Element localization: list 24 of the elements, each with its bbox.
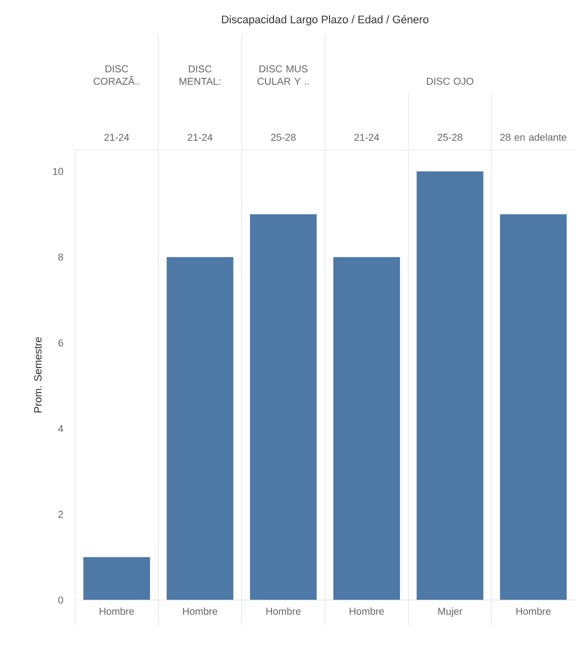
text: 25-28 xyxy=(271,134,296,141)
text: 21-24 xyxy=(354,134,380,141)
x-tick-label: Hombre xyxy=(350,608,384,615)
y-tick-label: 2 xyxy=(58,510,63,518)
text: 25-28 xyxy=(438,134,462,141)
y-tick-label: 8 xyxy=(58,254,64,261)
x-tick-label: Hombre xyxy=(183,608,218,615)
y-tick-label: 0 xyxy=(58,596,64,604)
text: DISC MUS CULAR Y .. xyxy=(258,65,309,85)
chart-title: Discapacidad Largo Plazo / Edad / Género xyxy=(222,15,428,26)
x-tick-label: Hombre xyxy=(100,608,134,615)
y-tick-label: 10 xyxy=(53,168,64,175)
x-tick-label: Mujer xyxy=(438,608,462,617)
text: DISC CORAZÃ.. xyxy=(94,65,140,85)
text: 21-24 xyxy=(188,134,212,141)
text: DISC OJO xyxy=(427,78,474,85)
text: 21-24 xyxy=(104,134,130,141)
x-tick-label: Hombre xyxy=(516,608,551,615)
y-axis-title: Prom. Semestre xyxy=(34,337,42,412)
y-tick-label: 6 xyxy=(58,339,64,346)
text: DISC MENTAL: xyxy=(180,65,220,85)
y-tick-label: 4 xyxy=(58,425,64,432)
text: 28 en adelante xyxy=(500,133,566,141)
x-tick-label: Hombre xyxy=(266,608,301,615)
